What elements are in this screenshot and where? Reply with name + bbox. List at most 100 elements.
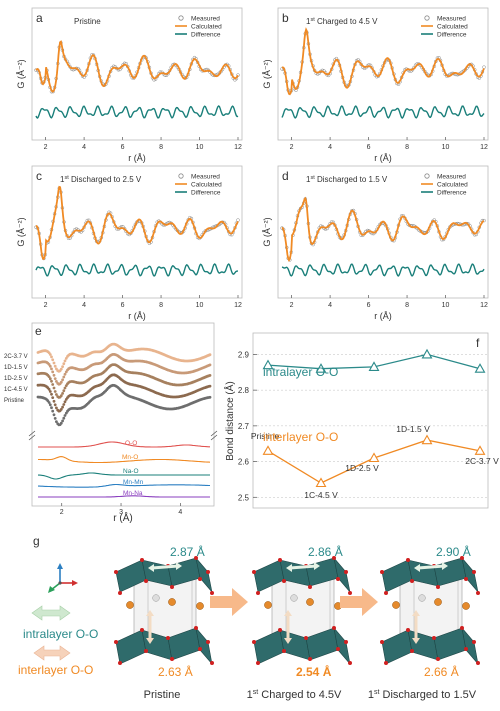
- curve-point: [59, 380, 63, 384]
- interlayer-arrowhead: [146, 610, 154, 616]
- curve-label: 1D-2.5 V: [4, 376, 28, 382]
- partial-pdf-label: O-O: [125, 440, 137, 447]
- panel-g-letter: g: [33, 534, 40, 548]
- curve-point: [51, 396, 55, 399]
- x-tick-label: 2: [290, 302, 294, 309]
- curve-point: [208, 374, 212, 377]
- x-tick-label: 12: [234, 302, 242, 309]
- axes-icon: [48, 563, 78, 593]
- legend-calculated-label: Calculated: [191, 182, 222, 189]
- oxygen-atom: [166, 636, 170, 640]
- partial-pdf-curve: [38, 495, 210, 498]
- pdf-xlabel: r (Å): [374, 311, 392, 321]
- intralayer-arrowhead: [442, 562, 448, 570]
- curve-label: 1D-1.5 V: [4, 365, 28, 371]
- oxygen-atom: [460, 556, 464, 560]
- oxygen-atom: [252, 640, 256, 644]
- pdf-xlabel: r (Å): [374, 153, 392, 163]
- oxygen-atom: [384, 591, 388, 595]
- x-tick-label: 12: [480, 144, 488, 151]
- interlayer-arrowhead: [284, 638, 292, 644]
- panel-f-plot: 2.5 2.6 2.7 2.8 2.9 Pristine 1C-4.5 V 1D-2.5 V 1…: [238, 348, 499, 502]
- vacancy-site: [290, 594, 298, 602]
- curve-point: [61, 419, 64, 423]
- crystal-structures: 2.87 Å 2.63 Å Pristine 2.86 Å 2.54 Å 1st Char…: [114, 544, 480, 701]
- curve-point: [59, 367, 63, 371]
- x-tick-label: 10: [196, 302, 204, 309]
- y-tick-label: 2.9: [238, 350, 250, 359]
- oxygen-atom: [256, 661, 260, 665]
- x-tick-label: 4: [82, 144, 86, 151]
- oxygen-atom: [336, 647, 340, 651]
- oxygen-atom: [380, 640, 384, 644]
- x-tick-label: 10: [442, 144, 450, 151]
- curve-point: [62, 416, 66, 420]
- calculated-curve: [281, 196, 485, 262]
- oxygen-atom: [332, 556, 336, 560]
- oxygen-atom: [410, 579, 414, 583]
- sodium-atom: [196, 602, 204, 610]
- y-tick-label: 2.6: [238, 458, 250, 467]
- x-tick-label: 2: [44, 144, 48, 151]
- oxygen-atom: [210, 661, 214, 665]
- panel-letter: b: [282, 11, 289, 25]
- partial-pdf-curve: [38, 483, 210, 488]
- intralayer-arrowhead: [414, 564, 420, 572]
- vacancy-site: [418, 594, 426, 602]
- panel-letter: d: [282, 169, 289, 183]
- curve-point: [59, 408, 63, 411]
- measured-point: [482, 65, 486, 69]
- panel-e: e 2C-3.7 V 1D-1.5 V 1D-2.5 V 1C-4.5 V Pristi…: [4, 322, 218, 524]
- oxygen-atom: [114, 570, 118, 574]
- pdf-panel-frame: [31, 165, 243, 299]
- curve-point: [208, 395, 212, 399]
- panel-e-letter: e: [35, 324, 42, 338]
- curve-point: [61, 392, 64, 395]
- curve-point: [63, 400, 67, 404]
- curve-point: [52, 413, 56, 417]
- difference-curve: [35, 263, 238, 277]
- oxygen-atom: [170, 585, 174, 589]
- measured-point: [482, 218, 486, 223]
- curve-point: [53, 377, 57, 380]
- pdf-panel-c: c 1st Discharged to 2.5 V MeasuredCalculat…: [16, 165, 243, 321]
- measured-point: [155, 74, 159, 79]
- interlayer-arrowhead: [412, 638, 420, 644]
- pdf-panel-frame: [277, 7, 489, 141]
- oxygen-atom: [198, 577, 202, 581]
- x-tick-label: 12: [234, 144, 242, 151]
- interlayer-distance-label: 2.54 Å: [296, 664, 332, 679]
- legend-calculated-label: Calculated: [437, 182, 468, 189]
- x-tick-label: 8: [159, 302, 163, 309]
- panel-title: 1st Charged to 4.5 V: [306, 17, 378, 26]
- difference-curve: [281, 105, 485, 119]
- oxygen-atom: [114, 640, 118, 644]
- legend-measured-marker: [178, 15, 184, 21]
- oxygen-atom: [348, 661, 352, 665]
- oxygen-atom: [336, 577, 340, 581]
- x-tick-label: 8: [159, 144, 163, 151]
- curve-point: [50, 392, 53, 396]
- curve-point: [48, 390, 52, 393]
- intralayer-arrowhead: [148, 564, 154, 572]
- calculated-curve: [35, 40, 239, 93]
- partial-pdf-curve: [38, 456, 211, 464]
- oxygen-atom: [464, 647, 468, 651]
- oxygen-atom: [118, 591, 122, 595]
- curve-point: [52, 386, 56, 390]
- intralayer-distance-label: 2.87 Å: [170, 544, 205, 559]
- oxygen-atom: [140, 558, 144, 562]
- curve-point: [47, 387, 51, 391]
- intralayer-label: intralayer O-O: [263, 365, 338, 379]
- partial-pdf-label: Na-O: [123, 468, 139, 475]
- panel-letter: c: [36, 169, 42, 183]
- panel-title: Pristine: [74, 17, 101, 26]
- data-point: [368, 361, 380, 371]
- interlayer-arrowhead: [284, 610, 292, 616]
- curve-point: [55, 393, 58, 396]
- x-tick-label: 4: [328, 302, 332, 309]
- curve-label: Pristine: [4, 398, 25, 404]
- curve-point: [53, 364, 57, 368]
